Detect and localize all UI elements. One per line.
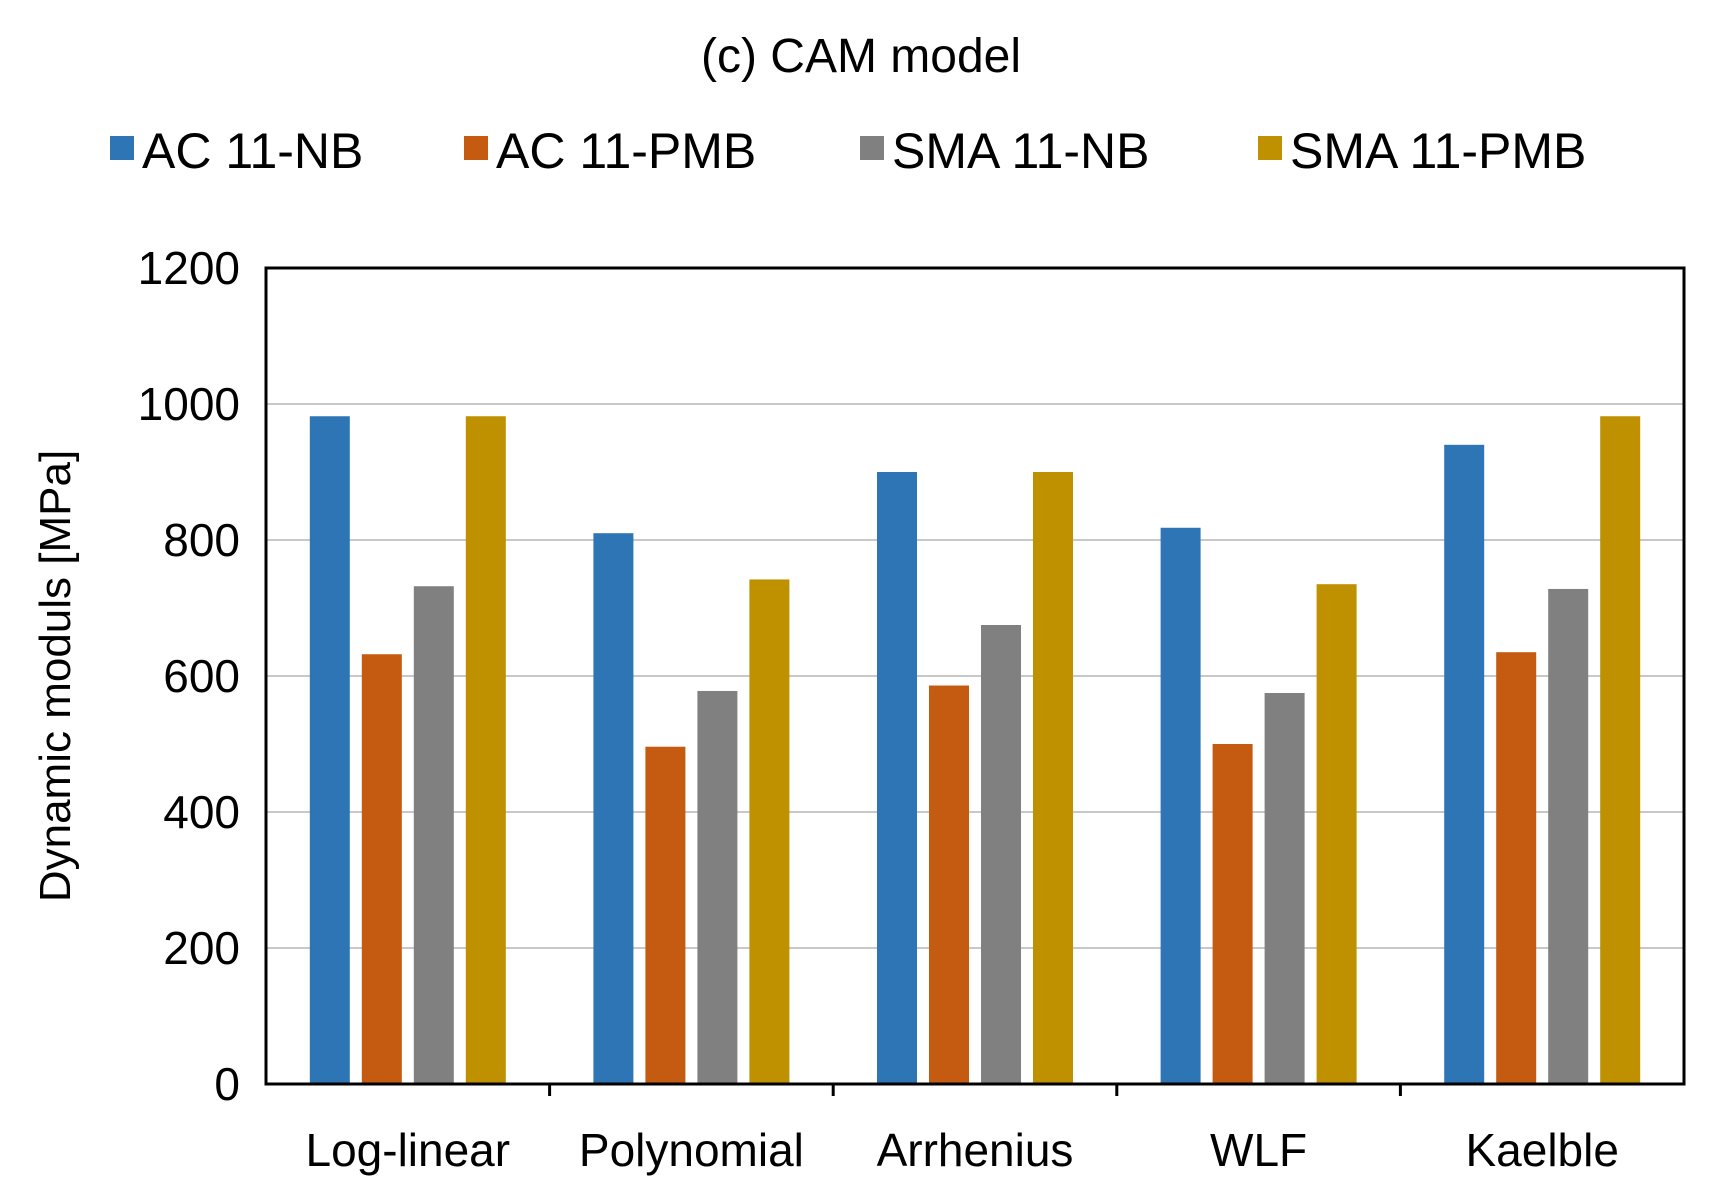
x-tick-label: WLF [1210, 1124, 1307, 1176]
legend-label: SMA 11-NB [892, 123, 1150, 179]
y-tick-label: 200 [163, 922, 240, 974]
y-tick-label: 400 [163, 786, 240, 838]
bar-sma-11-nb-polynomial [697, 690, 738, 1084]
bar-ac-11-nb-polynomial [593, 533, 634, 1084]
bar-sma-11-nb-arrhenius [981, 625, 1021, 1084]
y-axis-title: Dynamic moduls [MPa] [31, 450, 80, 902]
x-axis-tick-labels: Log-linear Polynomial Arrhenius WLF Kaelble [306, 1124, 1619, 1176]
bar-sma-11-nb-log-linear [413, 586, 454, 1084]
x-tick-label: Log-linear [306, 1124, 511, 1176]
bar-sma-11-pmb-arrhenius [1033, 472, 1073, 1084]
legend-swatch [860, 136, 884, 160]
bar-sma-11-nb-kaelble [1548, 588, 1589, 1084]
bar-ac-11-pmb-polynomial [645, 746, 686, 1084]
bar-sma-11-pmb-wlf [1316, 584, 1357, 1084]
x-tick-label: Kaelble [1465, 1124, 1618, 1176]
bar-ac-11-pmb-log-linear [361, 654, 402, 1084]
x-tick-label: Polynomial [579, 1124, 804, 1176]
bar-ac-11-pmb-arrhenius [929, 685, 969, 1084]
bar-ac-11-nb-log-linear [309, 416, 350, 1084]
bar-ac-11-pmb-kaelble [1496, 652, 1537, 1084]
y-axis-tick-labels: 0 200 400 600 800 1000 1200 [138, 242, 240, 1110]
bar-ac-11-nb-kaelble [1444, 444, 1485, 1084]
y-tick-label: 600 [163, 650, 240, 702]
y-tick-label: 1200 [138, 242, 240, 294]
bar-sma-11-nb-wlf [1264, 693, 1305, 1084]
y-tick-label: 1000 [138, 378, 240, 430]
y-tick-label: 800 [163, 514, 240, 566]
legend-swatch [1258, 136, 1282, 160]
legend-swatch [464, 136, 488, 160]
bar-sma-11-pmb-kaelble [1600, 416, 1641, 1084]
legend: AC 11-NB AC 11-PMB SMA 11-NB SMA 11-PMB [110, 123, 1586, 179]
bar-ac-11-pmb-wlf [1212, 744, 1253, 1084]
x-tick-label: Arrhenius [877, 1124, 1074, 1176]
x-axis-ticks [548, 1084, 1402, 1096]
plot-area-border [264, 266, 1686, 1086]
bar-ac-11-nb-wlf [1160, 527, 1201, 1084]
legend-label: SMA 11-PMB [1290, 123, 1586, 179]
y-tick-label: 0 [214, 1058, 240, 1110]
chart-title: (c) CAM model [701, 30, 1021, 83]
bar-sma-11-pmb-log-linear [465, 416, 506, 1084]
bar-ac-11-nb-arrhenius [877, 472, 917, 1084]
legend-label: AC 11-PMB [496, 123, 756, 179]
legend-swatch [110, 136, 134, 160]
legend-label: AC 11-NB [142, 123, 363, 179]
bar-sma-11-pmb-polynomial [749, 579, 790, 1084]
bars [309, 416, 1641, 1084]
